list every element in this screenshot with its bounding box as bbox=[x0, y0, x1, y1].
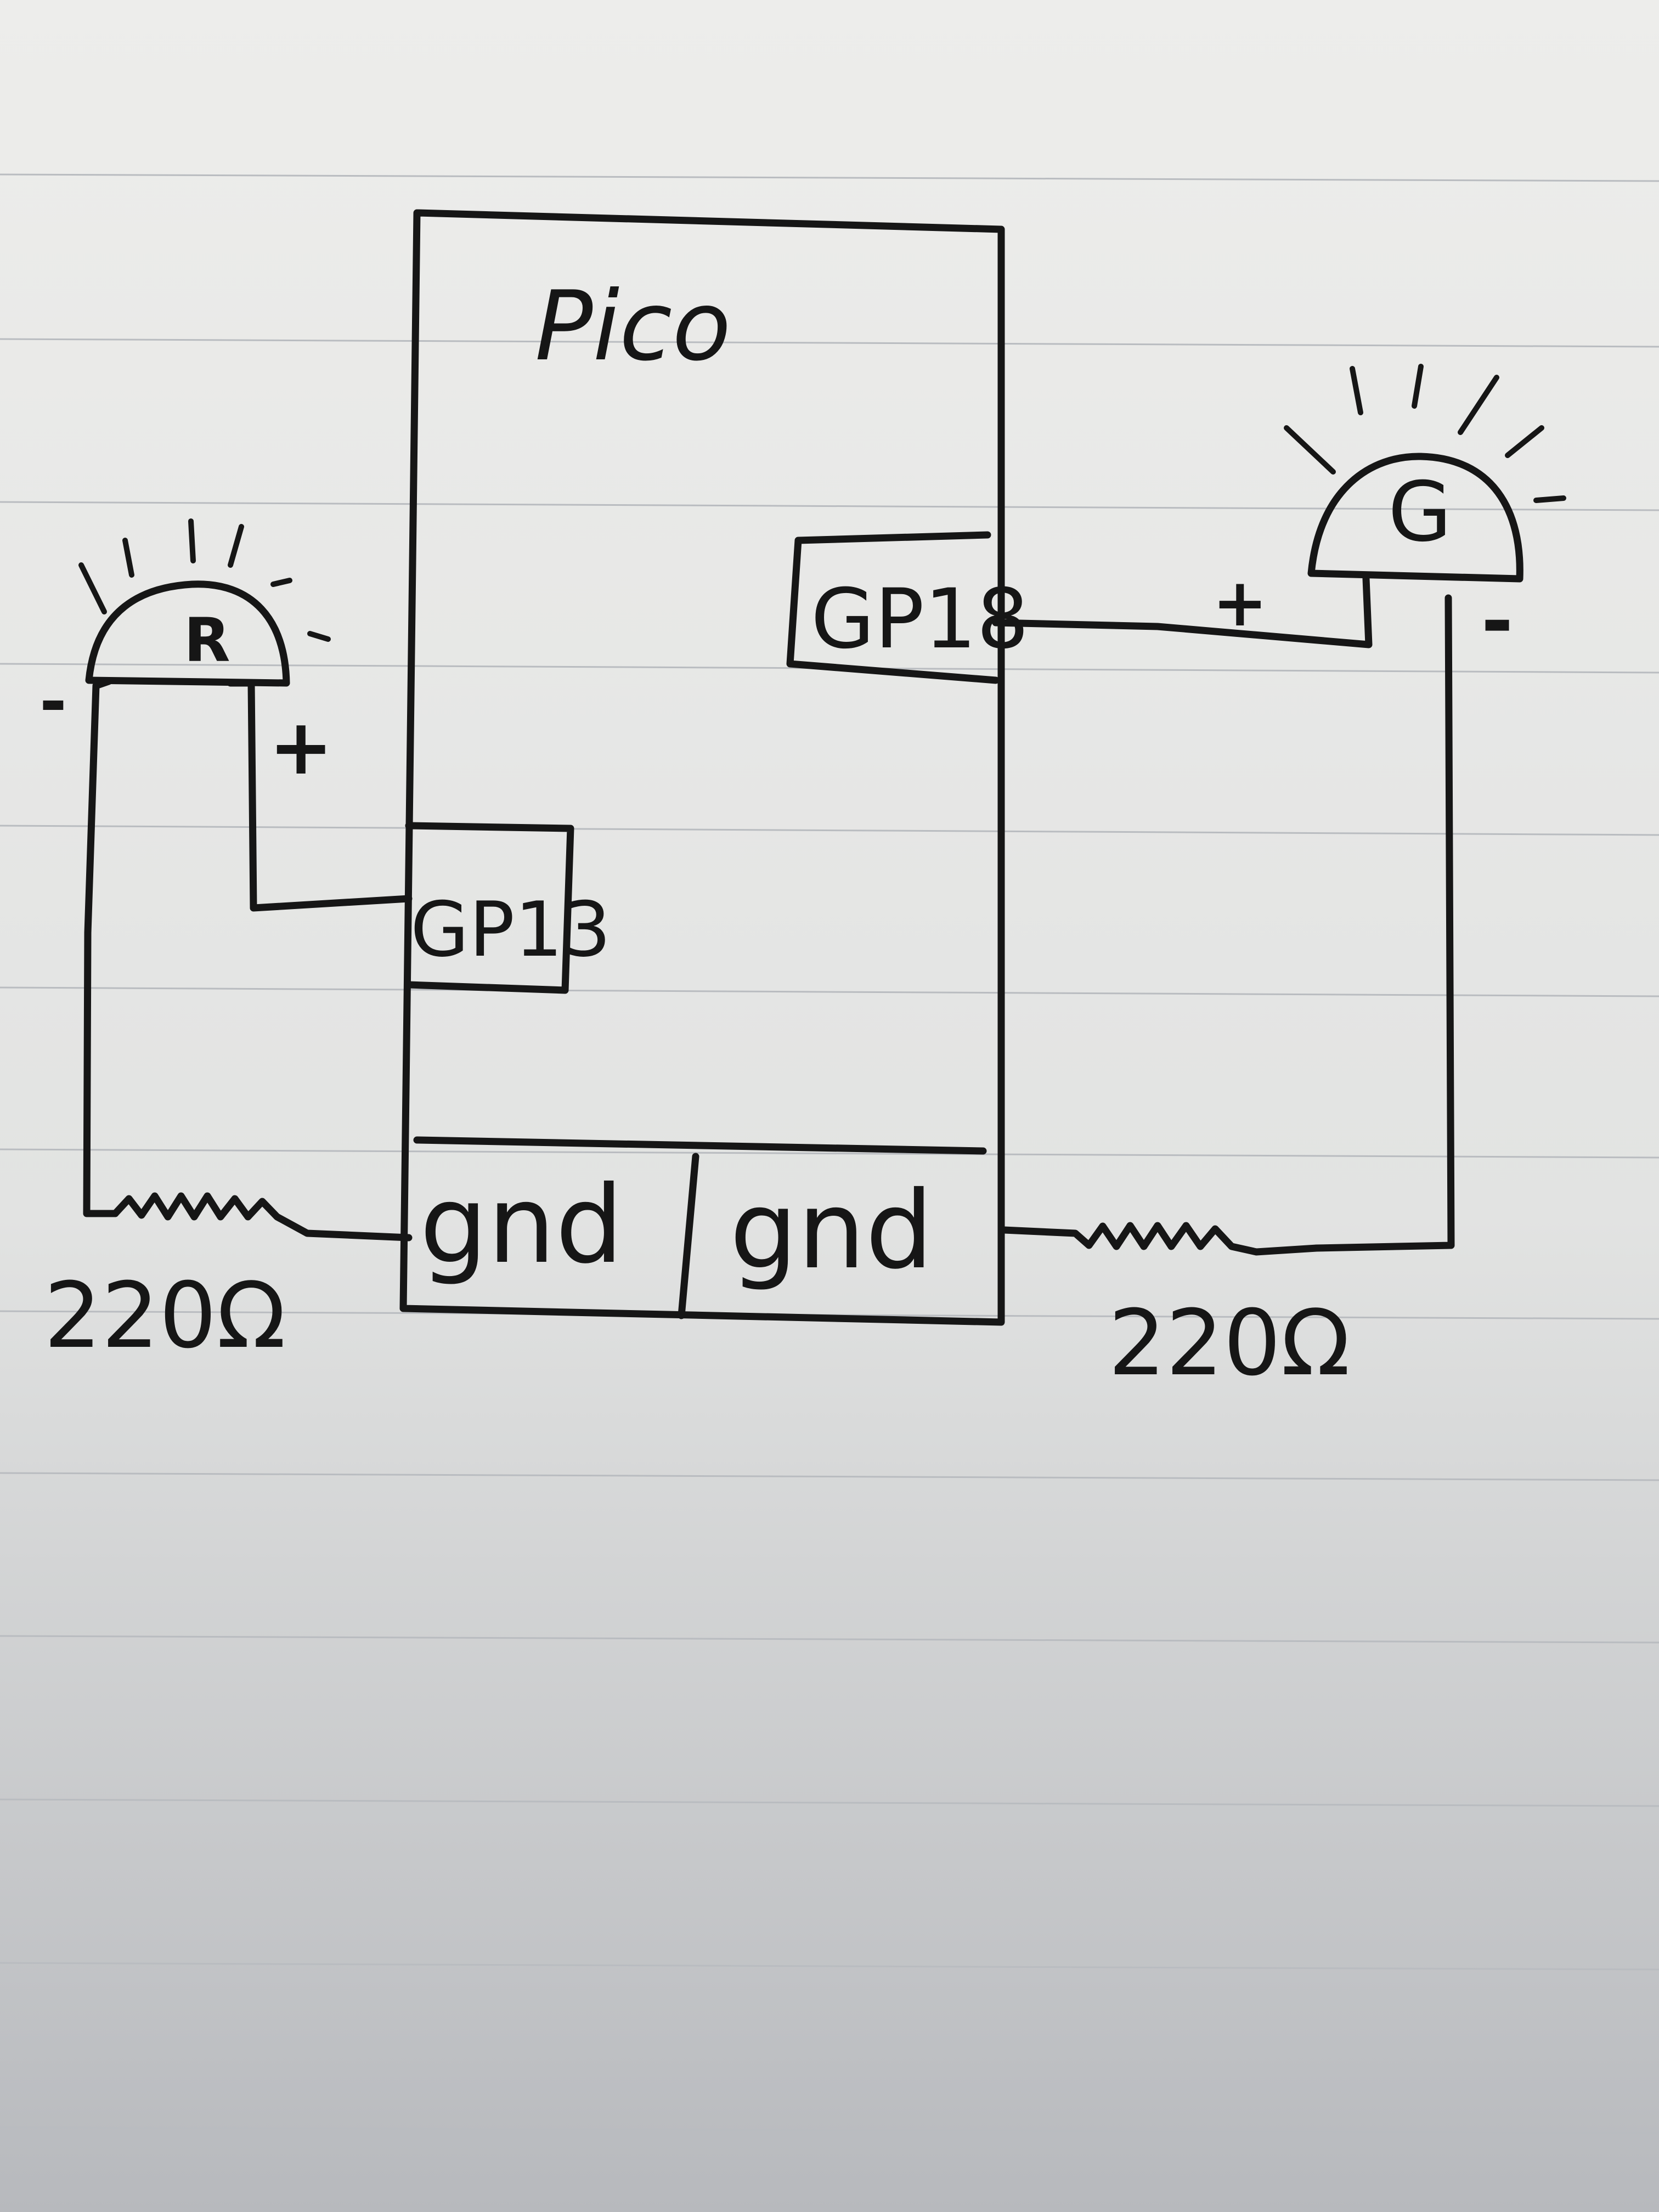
led-red: R - + bbox=[40, 518, 333, 792]
wire-gp13 bbox=[227, 679, 413, 912]
resistor-right: 220Ω bbox=[1000, 1222, 1350, 1396]
gnd-left-label: gnd bbox=[420, 1163, 623, 1287]
gp18-label: GP18 bbox=[811, 572, 1029, 667]
resistor-left-label: 220Ω bbox=[44, 1263, 286, 1368]
led-green-minus: - bbox=[1481, 577, 1513, 666]
light-rays-icon bbox=[1284, 364, 1566, 503]
wire-red-ground bbox=[83, 678, 119, 1217]
pico-label: Pico bbox=[535, 271, 731, 382]
pico-board: Pico GP18 GP13 gnd gnd bbox=[399, 209, 1029, 1326]
led-red-minus: - bbox=[40, 664, 67, 740]
led-green-label: G bbox=[1388, 465, 1452, 560]
gnd-right-label: gnd bbox=[730, 1168, 933, 1293]
led-green: G + - bbox=[1212, 364, 1566, 666]
gp13-label: GP13 bbox=[410, 885, 611, 974]
ruled-lines bbox=[0, 173, 1659, 2134]
wires bbox=[83, 575, 1455, 1252]
resistor-right-label: 220Ω bbox=[1108, 1290, 1350, 1396]
wire-gp18 bbox=[992, 575, 1373, 648]
wire-green-ground bbox=[1313, 594, 1455, 1252]
led-red-plus: + bbox=[269, 703, 333, 792]
led-red-label: R bbox=[184, 605, 230, 675]
resistor-left: 220Ω bbox=[44, 1192, 413, 1368]
light-rays-icon bbox=[78, 518, 331, 642]
